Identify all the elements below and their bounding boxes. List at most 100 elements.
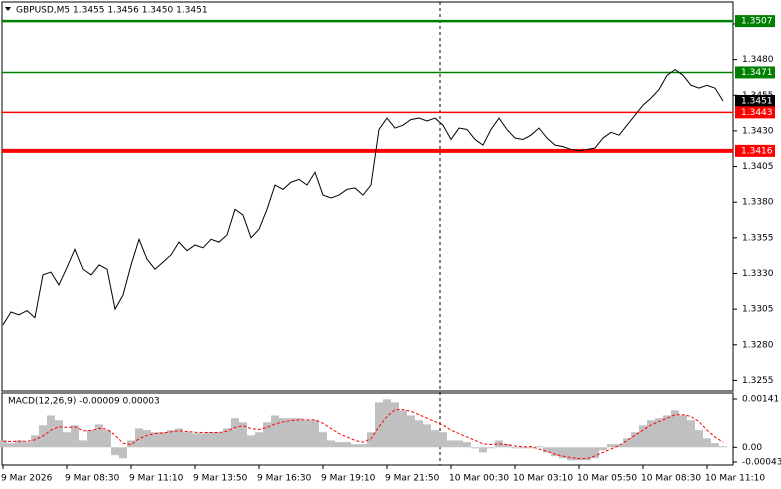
x-tick-label: 10 Mar 05:50 [577,474,637,484]
y-tick-label: 1.3330 [742,269,774,279]
histogram-bar [615,444,623,448]
histogram-bar [295,418,303,448]
histogram-bar [359,444,367,448]
macd-panel [1,392,734,466]
signal-line [2,409,724,460]
histogram-bar [623,438,631,448]
histogram-bar [335,442,343,448]
histogram-bar [495,440,503,448]
histogram-bar [551,447,559,457]
histogram-bar [399,410,407,448]
histogram-bar [575,447,583,461]
histogram-bar [503,444,511,448]
histogram-bar [23,442,31,448]
histogram-bar [391,402,399,448]
histogram-bar [247,435,255,448]
histogram-bar [687,420,695,448]
histogram-bar [255,432,263,448]
histogram-bar [479,447,487,453]
level-label: 1.3471 [741,68,773,78]
histogram-bar [135,428,143,448]
histogram-bar [439,432,447,448]
y-tick-label: 0.00141 [742,395,779,405]
histogram-bar [407,415,415,448]
x-tick-label: 10 Mar 00:30 [449,474,509,484]
histogram-bar [455,440,463,448]
level-box [735,66,775,79]
histogram-bar [127,440,135,448]
histogram-bar [199,433,207,448]
histogram-bar [47,415,55,448]
histogram-bar [383,399,391,448]
histogram-bar [431,430,439,448]
histogram-bar [111,447,119,456]
histogram-bar [207,432,215,448]
y-tick-label: 1.3280 [742,340,774,350]
histogram-bar [447,440,455,448]
last-price-label: 1.3451 [741,96,773,106]
y-tick-label: 1.3430 [742,126,774,136]
histogram-bar [719,446,727,448]
level-box [735,144,775,157]
histogram-bar [0,440,7,448]
histogram-bar [695,430,703,448]
histogram-bar [175,428,183,448]
y-tick-label: 1.3355 [742,233,774,243]
x-tick-label: 10 Mar 11:10 [705,474,765,484]
level-label: 1.3443 [741,108,773,118]
histogram-bar [79,440,87,448]
histogram-bar [63,432,71,448]
x-tick-label: 9 Mar 16:30 [257,474,312,484]
histogram-bar [159,432,167,448]
y-tick-label: 0.00 [742,443,762,453]
last-price-box [735,94,775,107]
histogram-bar [343,442,351,448]
price-panel [1,1,734,392]
histogram-bar [303,420,311,448]
price-title: GBPUSD,M5 1.3455 1.3456 1.3450 1.3451 [16,6,208,16]
histogram-bar [583,447,591,461]
histogram-bar [471,447,479,449]
x-tick-label: 9 Mar 11:10 [129,474,184,484]
price-line [2,68,724,326]
macd-title: MACD(12,26,9) -0.00009 0.00003 [8,397,160,407]
histogram-bar [151,432,159,448]
histogram-bar [607,444,615,448]
y-tick-label: 1.3380 [742,198,774,208]
level-label: 1.3507 [741,17,773,27]
histogram-bar [103,430,111,448]
histogram-bar [679,415,687,448]
histogram-bar [71,425,79,448]
histogram-bar [95,424,103,448]
y-tick-label: 1.3480 [742,55,774,65]
histogram-bar [415,420,423,448]
histogram-bar [7,443,15,448]
histogram-bar [463,442,471,448]
histogram-bar [183,432,191,448]
histogram-bar [279,418,287,448]
menu-icon [5,7,11,11]
histogram-bar [423,424,431,448]
histogram-bar [215,432,223,448]
histogram-bar [223,428,231,448]
histogram-bar [519,447,527,449]
level-box [735,15,775,28]
histogram-bar [655,418,663,448]
histogram-bar [703,438,711,448]
histogram-bar [271,415,279,448]
histogram-bar [327,440,335,448]
histogram-bar [311,420,319,448]
x-tick-label: 10 Mar 08:30 [641,474,701,484]
histogram-bar [711,443,719,448]
x-tick-label: 9 Mar 08:30 [65,474,120,484]
histogram-bar [567,447,575,461]
histogram-bar [487,447,495,449]
histogram-bar [263,422,271,448]
histogram-bar [535,446,543,448]
histogram-bar [239,422,247,448]
x-tick-label: 9 Mar 13:50 [193,474,248,484]
histogram-bar [647,420,655,448]
level-label: 1.3416 [741,146,773,156]
